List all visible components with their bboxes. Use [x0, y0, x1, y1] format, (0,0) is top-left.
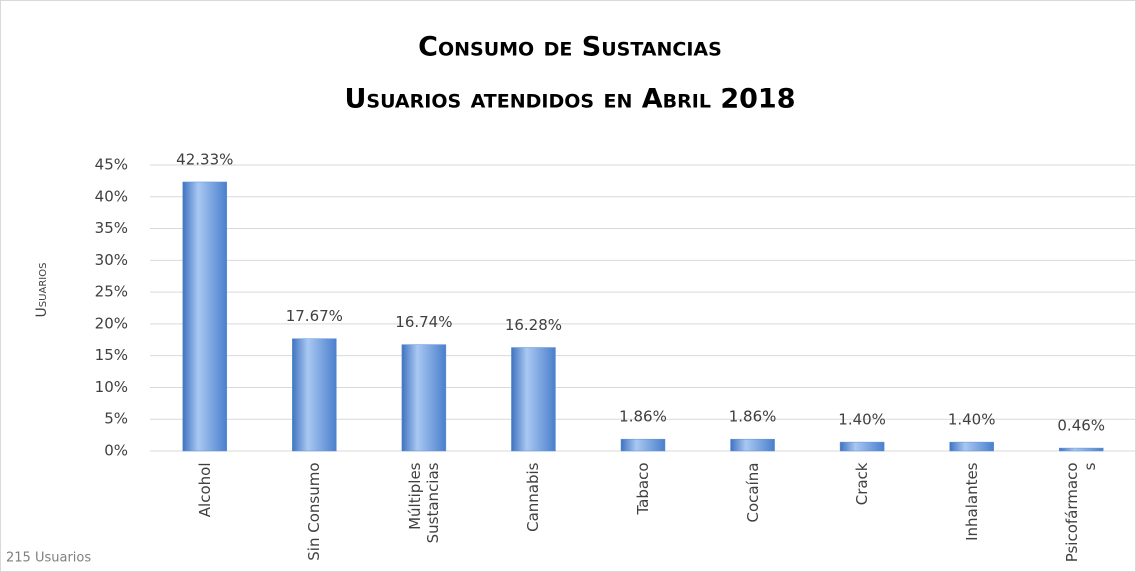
value-label: 17.67%	[286, 307, 343, 325]
y-tick-label: 15%	[95, 346, 128, 364]
y-tick-label: 35%	[95, 219, 128, 237]
value-label: 16.28%	[505, 316, 562, 334]
y-tick-label: 5%	[104, 410, 128, 428]
x-tick-label: Crack	[853, 462, 872, 505]
x-tick-label: Cocaína	[743, 462, 762, 522]
footnote: 215 Usuarios	[6, 551, 91, 566]
x-tick-label: Tabaco	[634, 462, 652, 515]
x-tick-label: Cannabis	[524, 462, 543, 532]
value-label: 1.86%	[729, 408, 777, 426]
bar	[182, 181, 228, 452]
bar	[949, 441, 994, 452]
bar	[839, 441, 885, 452]
y-tick-label: 10%	[95, 378, 128, 396]
chart-subtitle: Usuarios atendidos en Abril 2018	[344, 84, 795, 115]
bar	[401, 344, 447, 452]
value-label: 1.40%	[948, 411, 996, 429]
bar	[620, 438, 666, 452]
bar	[511, 347, 556, 452]
x-tick-label: Sin Consumo	[305, 462, 324, 561]
y-axis-label: Usuarios	[34, 263, 50, 318]
x-tick-label: Psicofármacos	[1063, 462, 1100, 562]
value-label: 0.46%	[1057, 417, 1105, 435]
x-tick-label: Alcohol	[195, 462, 214, 517]
y-tick-label: 40%	[95, 187, 128, 205]
bar	[1058, 447, 1104, 452]
x-tick-label: Inhalantes	[962, 462, 981, 541]
bar	[292, 338, 337, 452]
value-label: 16.74%	[395, 313, 452, 331]
value-label: 1.86%	[619, 408, 667, 426]
y-tick-label: 30%	[95, 251, 128, 269]
y-tick-label: 20%	[95, 314, 128, 332]
y-tick-label: 0%	[104, 442, 128, 460]
x-tick-label: Múltiples Sustancias	[405, 462, 442, 543]
value-label: 1.40%	[838, 411, 886, 429]
y-tick-label: 45%	[95, 156, 128, 174]
y-tick-label: 25%	[95, 283, 128, 301]
bar	[730, 438, 775, 452]
value-label: 42.33%	[176, 150, 233, 168]
chart-title: Consumo de Sustancias	[418, 32, 722, 63]
